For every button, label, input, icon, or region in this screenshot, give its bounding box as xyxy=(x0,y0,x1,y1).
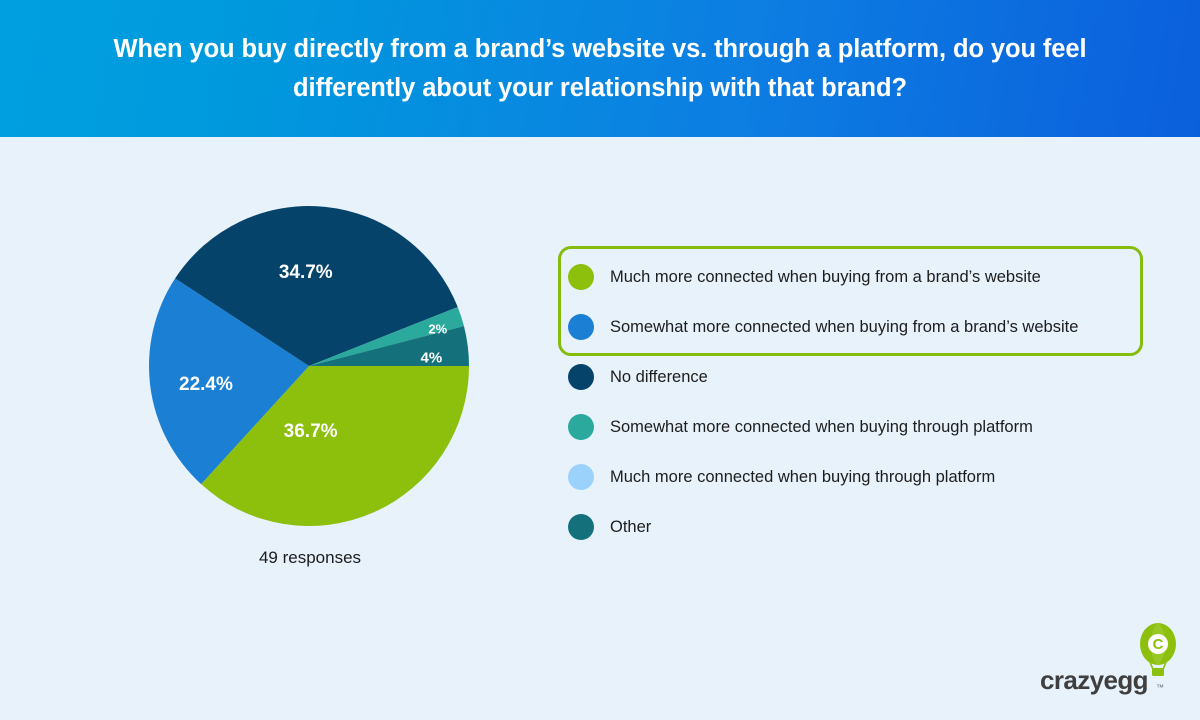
legend-item[interactable]: Somewhat more connected when buying from… xyxy=(560,302,1160,352)
legend-item-label: Much more connected when buying through … xyxy=(610,467,996,486)
pie-slice[interactable] xyxy=(149,278,309,485)
legend-item[interactable]: Somewhat more connected when buying thro… xyxy=(560,402,1160,452)
legend-item-label: Somewhat more connected when buying thro… xyxy=(610,417,1033,436)
pie-label-somewhat-more-platform: 2% xyxy=(428,321,448,337)
legend-color-swatch xyxy=(568,364,594,390)
legend-color-swatch xyxy=(568,414,594,440)
pie-label-other: 4% xyxy=(420,349,443,367)
pie-label-no-difference: 34.7% xyxy=(278,261,333,283)
crazyegg-logo: C crazyegg ™ xyxy=(1040,622,1180,698)
chart-legend: Much more connected when buying from a b… xyxy=(558,246,1160,552)
pie-slice-group xyxy=(149,206,469,527)
legend-item[interactable]: Much more connected when buying from a b… xyxy=(560,252,1160,302)
pie-slice[interactable] xyxy=(309,326,469,366)
pie-label-much-more-website: 36.7% xyxy=(283,421,338,442)
legend-item-label: No difference xyxy=(610,367,708,386)
legend-color-swatch xyxy=(568,514,594,540)
legend-color-swatch xyxy=(568,464,594,490)
legend-item-label: Much more connected when buying from a b… xyxy=(610,267,1041,286)
legend-item-label: Somewhat more connected when buying from… xyxy=(610,317,1079,336)
page-title: When you buy directly from a brand’s web… xyxy=(113,34,1087,102)
header-banner: When you buy directly from a brand’s web… xyxy=(0,0,1200,137)
pie-label-somewhat-more-website: 22.4% xyxy=(179,374,233,396)
balloon-letter: C xyxy=(1153,636,1164,653)
pie-slice[interactable] xyxy=(201,366,469,527)
legend-item[interactable]: Much more connected when buying through … xyxy=(560,452,1160,502)
pie-slice[interactable] xyxy=(175,206,458,366)
legend-items-list: Much more connected when buying from a b… xyxy=(560,252,1160,552)
responses-count: 49 responses xyxy=(258,548,362,567)
pie-chart-svg xyxy=(149,206,469,527)
legend-item[interactable]: No difference xyxy=(560,352,1160,402)
legend-item[interactable]: Other xyxy=(560,502,1160,552)
hot-air-balloon-icon: C xyxy=(1140,623,1176,676)
legend-color-swatch xyxy=(568,314,594,340)
logo-trademark: ™ xyxy=(1156,683,1164,692)
legend-color-swatch xyxy=(568,264,594,290)
legend-item-label: Other xyxy=(610,517,652,536)
pie-slice[interactable] xyxy=(309,306,464,366)
pie-chart: 36.7% 22.4% 34.7% 2% 4% xyxy=(148,205,470,527)
logo-wordmark: crazyegg xyxy=(1040,665,1149,695)
